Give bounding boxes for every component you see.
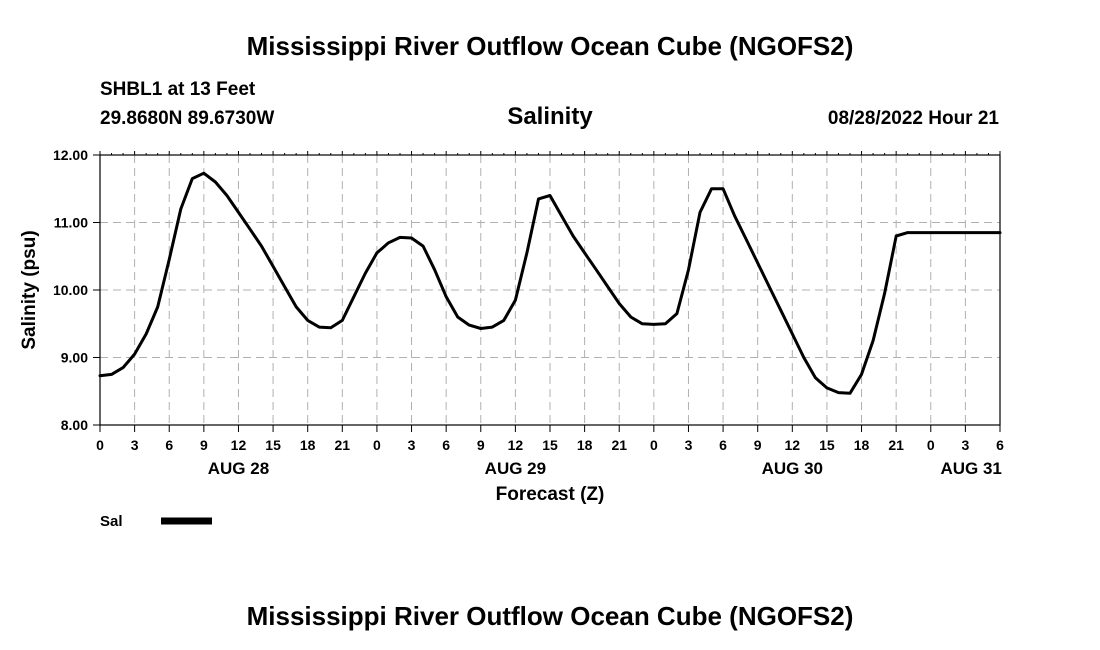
y-tick-label: 8.00 xyxy=(61,417,88,433)
x-tick-label: 18 xyxy=(300,437,316,453)
x-tick-label: 21 xyxy=(611,437,627,453)
y-axis-label: Salinity (psu) xyxy=(19,230,40,349)
forecast-timestamp: 08/28/2022 Hour 21 xyxy=(828,108,1000,129)
x-date-label: AUG 31 xyxy=(940,459,1001,478)
x-tick-label: 18 xyxy=(577,437,593,453)
x-tick-label: 6 xyxy=(996,437,1004,453)
x-tick-label: 21 xyxy=(888,437,904,453)
x-tick-label: 21 xyxy=(335,437,351,453)
chart-main-title: Mississippi River Outflow Ocean Cube (NG… xyxy=(247,31,854,61)
y-tick-label: 9.00 xyxy=(61,350,88,366)
x-axis-label: Forecast (Z) xyxy=(496,484,605,505)
x-tick-label: 12 xyxy=(231,437,247,453)
y-tick-label: 10.00 xyxy=(53,282,88,298)
x-date-label: AUG 30 xyxy=(762,459,823,478)
x-tick-label: 12 xyxy=(508,437,524,453)
tick-labels: 0 3 6 9 12 15 18 21 0 3 6 9 12 15 18 21 0 3 6 9 12 15 18 21 0 3 6 8… xyxy=(53,147,1004,478)
station-label: SHBL1 at 13 Feet xyxy=(100,79,256,100)
x-tick-label: 9 xyxy=(754,437,762,453)
x-tick-label: 6 xyxy=(442,437,450,453)
x-tick-label: 3 xyxy=(685,437,693,453)
x-tick-label: 12 xyxy=(785,437,801,453)
x-tick-label: 0 xyxy=(96,437,104,453)
x-date-label: AUG 29 xyxy=(485,459,546,478)
footer-title: Mississippi River Outflow Ocean Cube (NG… xyxy=(247,601,854,631)
x-tick-label: 0 xyxy=(650,437,658,453)
x-tick-label: 3 xyxy=(131,437,139,453)
x-tick-label: 18 xyxy=(854,437,870,453)
x-tick-label: 0 xyxy=(373,437,381,453)
x-tick-label: 3 xyxy=(408,437,416,453)
series-layer xyxy=(98,171,1002,395)
station-coordinates: 29.8680N 89.6730W xyxy=(100,108,274,129)
x-tick-label: 6 xyxy=(165,437,173,453)
y-tick-label: 11.00 xyxy=(54,215,88,231)
x-tick-label: 0 xyxy=(927,437,935,453)
series-line-sal xyxy=(98,171,1002,395)
y-tick-label: 12.00 xyxy=(53,147,88,163)
axis-ticks xyxy=(93,151,1001,432)
x-tick-label: 15 xyxy=(819,437,835,453)
variable-title: Salinity xyxy=(507,103,593,130)
x-tick-label: 9 xyxy=(200,437,208,453)
grid-lines xyxy=(100,155,1000,425)
x-tick-label: 9 xyxy=(477,437,485,453)
x-date-label: AUG 28 xyxy=(208,459,269,478)
x-tick-label: 15 xyxy=(265,437,281,453)
x-tick-label: 15 xyxy=(542,437,558,453)
legend-label-sal: Sal xyxy=(100,513,123,530)
x-tick-label: 6 xyxy=(719,437,727,453)
x-tick-label: 3 xyxy=(961,437,969,453)
